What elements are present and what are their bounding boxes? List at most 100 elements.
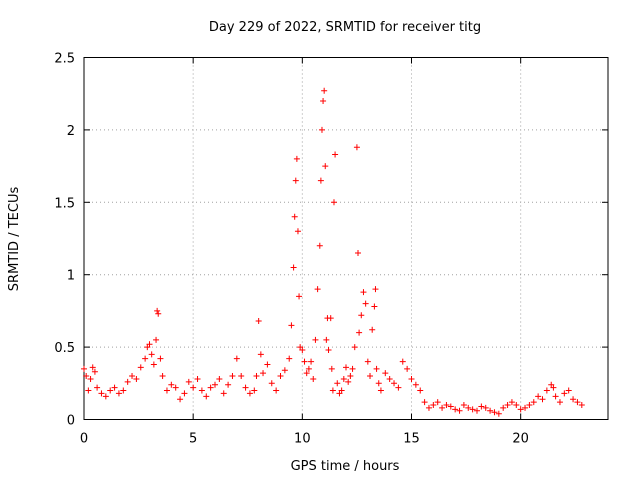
data-points [81,87,585,417]
data-point [157,355,164,362]
data-point [94,384,101,391]
data-point [264,361,271,368]
data-point [443,402,450,409]
data-point [107,387,114,394]
data-point [133,375,140,382]
data-point [312,336,319,343]
data-point [358,312,365,319]
data-point [417,387,424,394]
data-point [154,307,161,314]
data-point [91,368,98,375]
data-point [371,303,378,310]
data-point [286,355,293,362]
x-tick-label: 5 [189,432,197,447]
data-point [288,322,295,329]
data-point [220,390,227,397]
data-point [238,373,245,380]
data-point [153,336,160,343]
data-point [316,242,323,249]
data-point [360,289,367,296]
data-point [539,396,546,403]
data-point [177,396,184,403]
data-point [404,365,411,372]
data-point [296,293,303,300]
data-point [172,384,179,391]
data-point [329,387,336,394]
data-point [522,404,529,411]
data-point [89,364,96,371]
data-point [260,370,267,377]
data-point [474,407,480,414]
data-point [207,384,214,391]
data-point [327,315,334,322]
data-point [439,404,446,411]
chart-title: Day 229 of 2022, SRMTID for receiver tit… [209,20,481,35]
data-point [408,375,415,382]
data-point [465,404,472,411]
data-point [229,373,236,380]
data-point [377,387,384,394]
data-point [382,370,389,377]
data-point [356,329,363,336]
data-point [273,387,280,394]
data-point [500,404,507,411]
data-point [513,402,520,409]
data-point [369,326,376,333]
data-point [225,381,232,388]
data-point [203,393,210,400]
data-point [322,163,329,170]
data-point [517,406,524,413]
data-point [367,373,374,380]
data-point [318,126,325,133]
data-point [323,336,330,343]
data-point [190,384,197,391]
data-point [216,375,223,382]
data-point [353,144,360,151]
y-tick-label: 0.5 [54,341,75,356]
data-point [299,346,306,353]
data-point [181,390,188,397]
data-point [373,365,380,372]
data-point [574,399,581,406]
data-point [578,402,585,409]
x-tick-label: 20 [512,432,529,447]
y-tick-label: 2 [67,124,75,139]
data-point [98,390,105,397]
data-point [142,355,149,362]
data-point [330,199,337,206]
data-point [255,318,262,325]
data-point [83,373,90,380]
data-point [345,378,352,385]
data-point [343,364,349,371]
data-point [253,373,260,380]
x-tick-label: 10 [294,432,311,447]
data-point [355,249,362,256]
data-point [115,390,122,397]
data-point [185,378,192,385]
data-point [372,286,379,293]
data-point [168,381,175,388]
axis-ticks: 0 0.5 1 1.5 2 2.5 0 5 10 15 20 [54,52,608,447]
data-point [530,399,537,406]
data-point [504,402,511,409]
data-point [281,367,288,374]
y-tick-label: 0 [67,414,75,429]
data-point [111,384,118,391]
data-point [246,390,253,397]
data-point [242,384,249,391]
y-axis-label: SRMTID / TECUs [7,187,22,292]
data-point [430,402,437,409]
data-point [491,409,498,416]
y-tick-label: 1.5 [54,196,75,211]
grid [84,57,608,420]
data-point [320,97,327,104]
data-point [412,381,419,388]
data-point [508,399,515,406]
plot-frame [83,57,609,420]
data-point [552,393,559,400]
data-point [163,387,170,394]
data-point [452,406,459,413]
data-point [85,387,92,394]
data-point [495,410,502,417]
